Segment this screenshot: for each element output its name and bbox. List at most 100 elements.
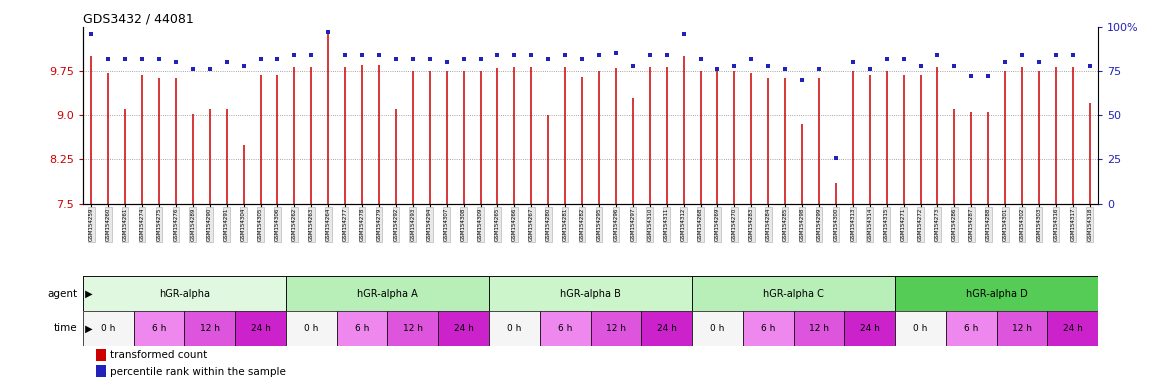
Point — [623, 63, 642, 69]
Point — [522, 52, 540, 58]
Bar — [133, 311, 184, 346]
Point — [708, 66, 727, 72]
Bar — [97, 349, 106, 361]
Point — [353, 52, 371, 58]
Point — [860, 66, 879, 72]
Text: 0 h: 0 h — [304, 324, 319, 333]
Point — [674, 31, 692, 37]
Bar — [1048, 311, 1098, 346]
Text: ▶: ▶ — [82, 289, 92, 299]
Point — [928, 52, 946, 58]
Text: 24 h: 24 h — [453, 324, 474, 333]
Point — [421, 56, 439, 62]
Point — [810, 66, 828, 72]
Bar — [895, 311, 946, 346]
Text: 0 h: 0 h — [913, 324, 928, 333]
Point — [792, 77, 811, 83]
Point — [1064, 52, 1082, 58]
Text: 6 h: 6 h — [355, 324, 369, 333]
Point — [489, 52, 507, 58]
Point — [505, 52, 523, 58]
Point — [590, 52, 608, 58]
Point — [963, 73, 981, 79]
Point — [911, 63, 929, 69]
Text: 24 h: 24 h — [1063, 324, 1083, 333]
Bar — [743, 311, 793, 346]
Text: 12 h: 12 h — [606, 324, 626, 333]
Text: 0 h: 0 h — [101, 324, 115, 333]
Point — [386, 56, 405, 62]
Point — [776, 66, 795, 72]
Point — [472, 56, 490, 62]
Point — [844, 59, 862, 65]
Bar — [286, 311, 337, 346]
Text: hGR-alpha: hGR-alpha — [159, 289, 209, 299]
Text: 0 h: 0 h — [711, 324, 724, 333]
Text: 6 h: 6 h — [152, 324, 166, 333]
Text: 24 h: 24 h — [657, 324, 676, 333]
Text: 6 h: 6 h — [558, 324, 573, 333]
Bar — [692, 311, 743, 346]
Bar — [184, 311, 235, 346]
Point — [370, 52, 389, 58]
Bar — [83, 311, 133, 346]
Point — [979, 73, 997, 79]
Point — [235, 63, 253, 69]
Point — [285, 52, 304, 58]
Point — [607, 50, 626, 56]
Text: 12 h: 12 h — [402, 324, 423, 333]
Point — [336, 52, 354, 58]
Text: 6 h: 6 h — [761, 324, 775, 333]
Point — [150, 56, 168, 62]
Text: 12 h: 12 h — [200, 324, 220, 333]
Point — [945, 63, 964, 69]
Text: GDS3432 / 44081: GDS3432 / 44081 — [83, 13, 193, 26]
Bar — [539, 311, 591, 346]
Text: 12 h: 12 h — [1012, 324, 1032, 333]
Point — [167, 59, 185, 65]
Point — [827, 154, 845, 161]
Bar — [286, 276, 489, 311]
Point — [99, 56, 117, 62]
Point — [1029, 59, 1048, 65]
Text: 0 h: 0 h — [507, 324, 522, 333]
Bar — [438, 311, 489, 346]
Text: 12 h: 12 h — [808, 324, 829, 333]
Point — [268, 56, 286, 62]
Point — [573, 56, 591, 62]
Text: transformed count: transformed count — [110, 350, 207, 360]
Bar — [997, 311, 1048, 346]
Text: 6 h: 6 h — [964, 324, 979, 333]
Bar — [692, 276, 895, 311]
Text: hGR-alpha D: hGR-alpha D — [966, 289, 1028, 299]
Bar — [844, 311, 895, 346]
Point — [252, 56, 270, 62]
Point — [742, 56, 760, 62]
Bar — [489, 276, 692, 311]
Point — [133, 56, 152, 62]
Point — [1046, 52, 1065, 58]
Text: agent: agent — [47, 289, 77, 299]
Point — [217, 59, 236, 65]
Point — [726, 63, 744, 69]
Point — [1081, 63, 1099, 69]
Point — [302, 52, 321, 58]
Text: 24 h: 24 h — [251, 324, 270, 333]
Bar — [946, 311, 997, 346]
Point — [184, 66, 202, 72]
Point — [454, 56, 473, 62]
Text: percentile rank within the sample: percentile rank within the sample — [110, 366, 285, 377]
Text: hGR-alpha A: hGR-alpha A — [356, 289, 417, 299]
Text: time: time — [53, 323, 77, 333]
Text: hGR-alpha B: hGR-alpha B — [560, 289, 621, 299]
Point — [1013, 52, 1032, 58]
Bar — [591, 311, 642, 346]
Point — [319, 29, 337, 35]
Point — [641, 52, 659, 58]
Point — [539, 56, 558, 62]
Point — [437, 59, 455, 65]
Point — [996, 59, 1014, 65]
Bar — [337, 311, 388, 346]
Bar — [895, 276, 1098, 311]
Point — [200, 66, 218, 72]
